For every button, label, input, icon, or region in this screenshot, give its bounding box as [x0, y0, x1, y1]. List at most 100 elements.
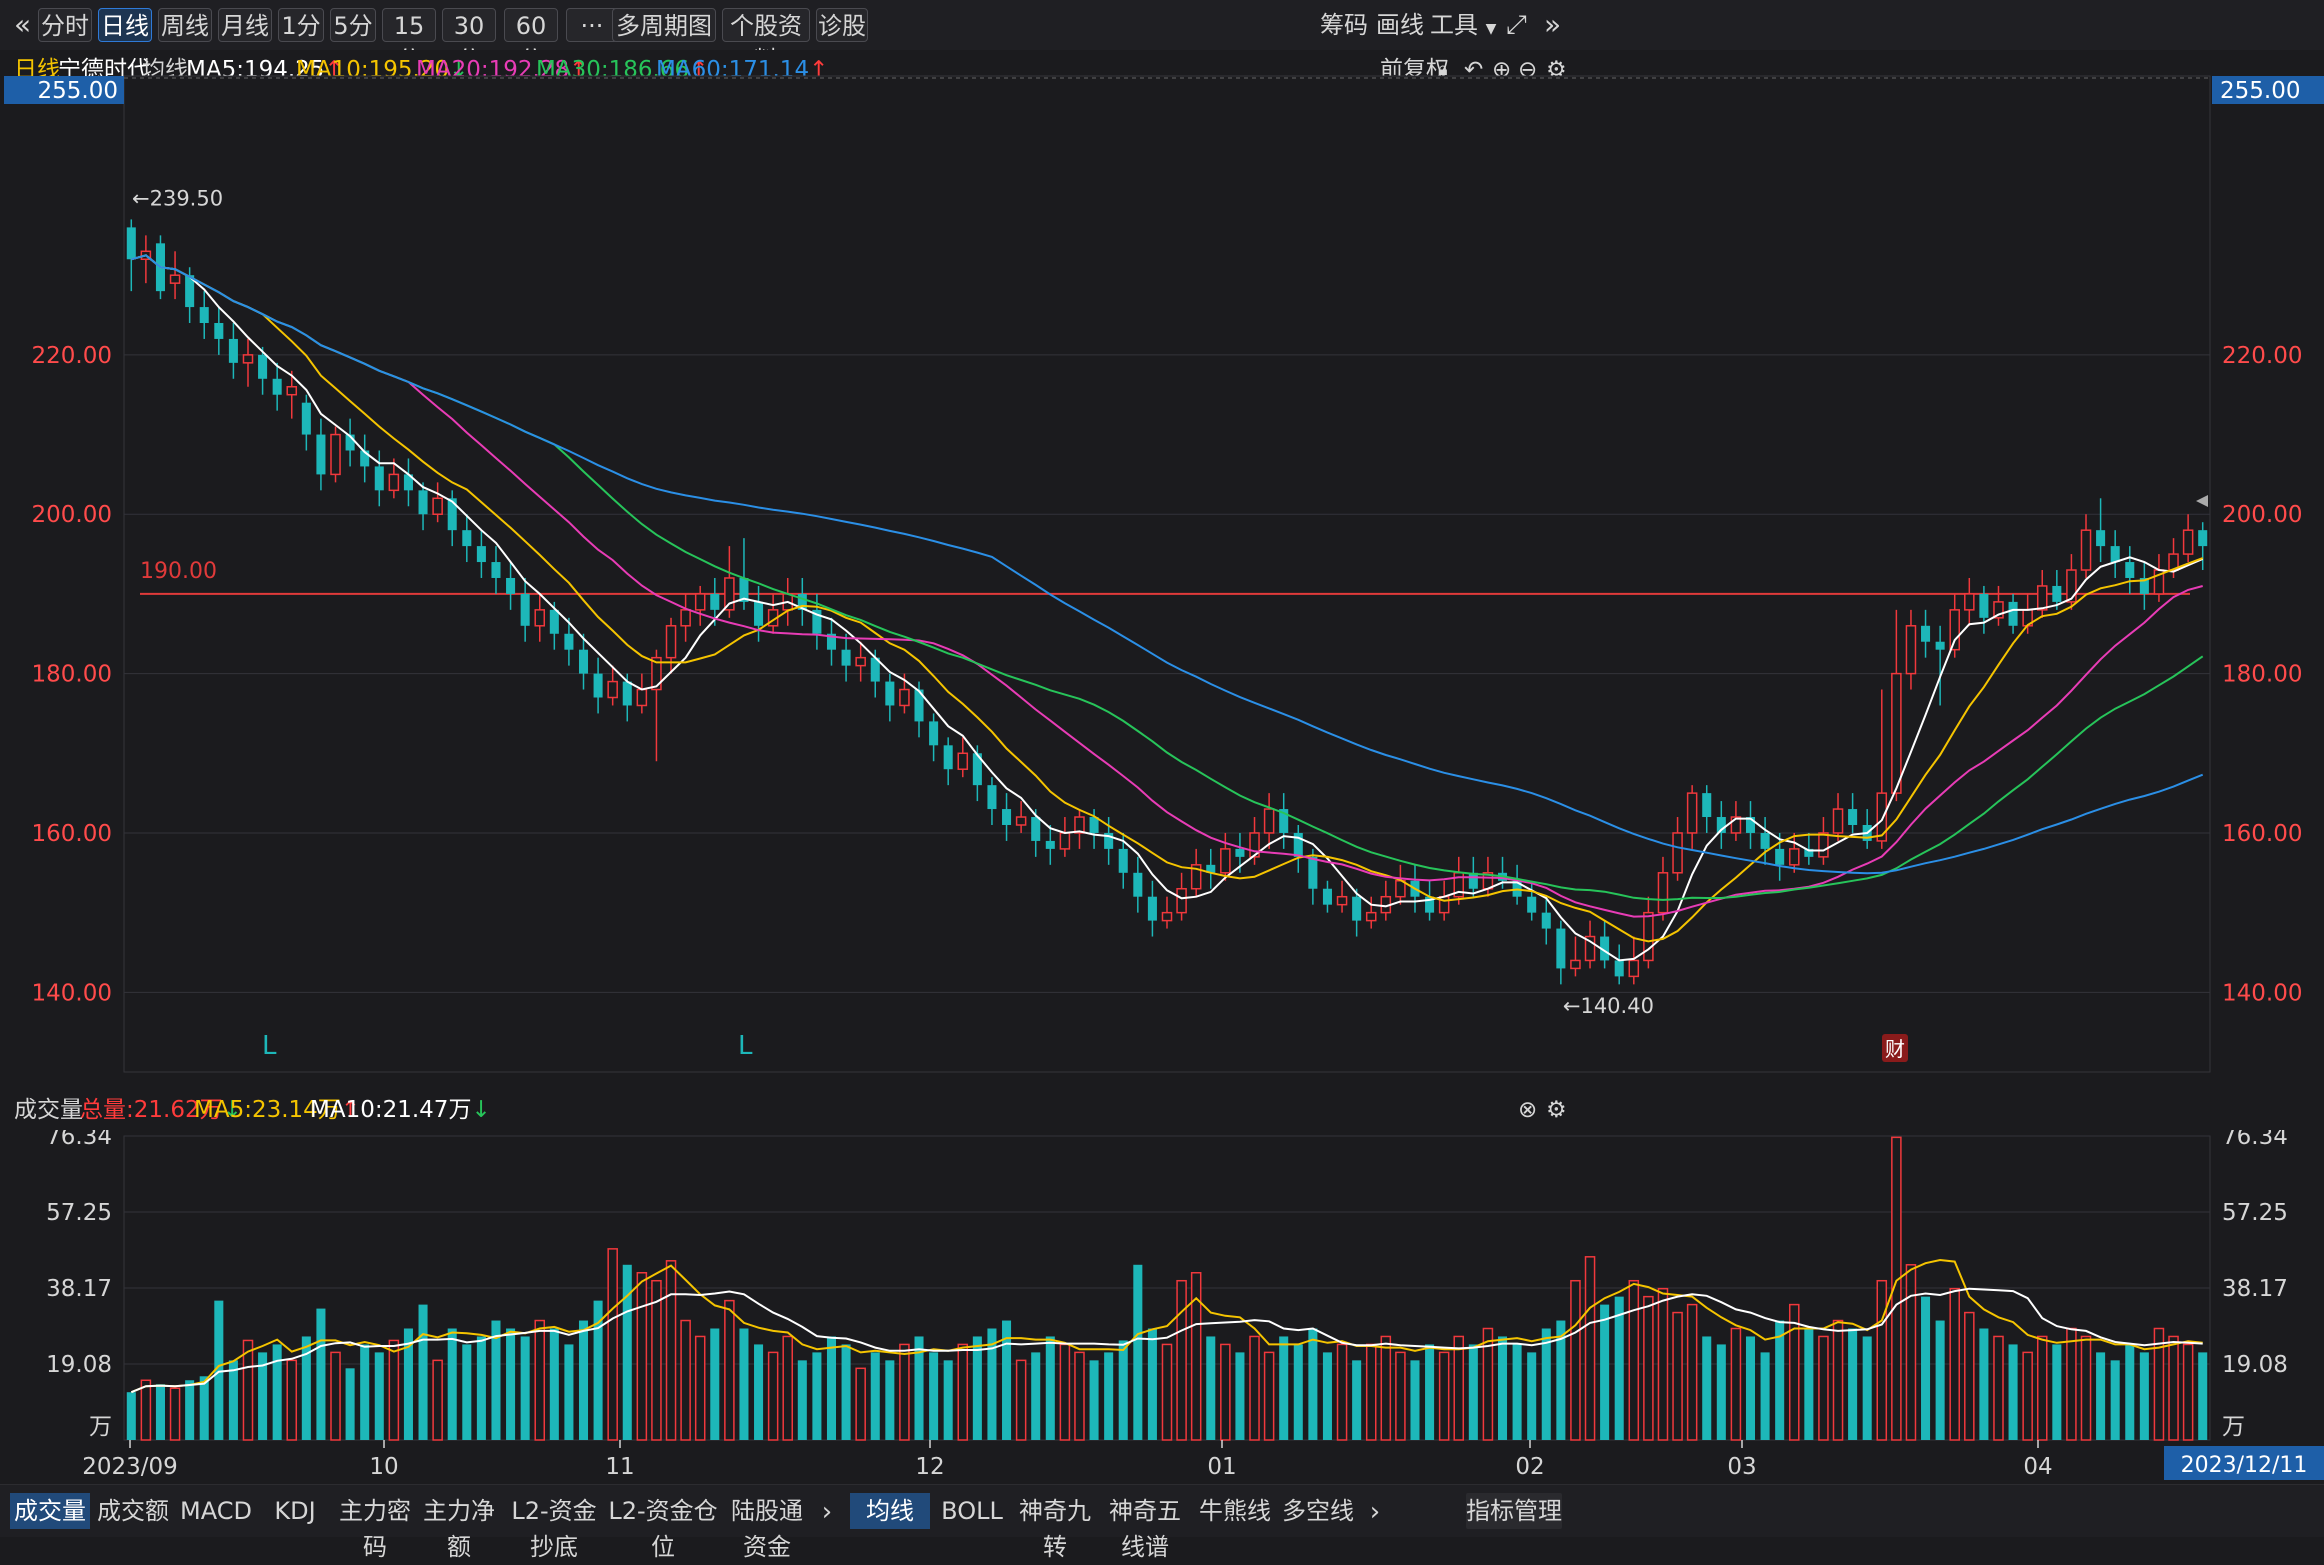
volume-unit-left: 万	[89, 1414, 112, 1440]
period-button-1[interactable]: 日线	[98, 8, 152, 42]
fullscreen-icon[interactable]: ⤢	[1506, 10, 1527, 40]
volume-bar	[1862, 1336, 1872, 1440]
candle-body	[1949, 609, 1960, 651]
candle-body	[724, 577, 735, 611]
indicator-tab-2[interactable]: MACD	[180, 1497, 252, 1525]
diagnose-button[interactable]: 诊股	[816, 8, 868, 42]
more-periods-button[interactable]: ···	[566, 8, 618, 42]
period-button-3[interactable]: 月线	[218, 8, 272, 42]
volume-bar	[680, 1319, 691, 1441]
candle-body	[199, 307, 209, 324]
period-button-6[interactable]: 15分	[382, 8, 436, 74]
candle-body	[622, 681, 632, 706]
candle-body	[2096, 530, 2106, 547]
multi-period-button[interactable]: 多周期图 ⌄	[612, 8, 716, 72]
indicator-manage-button[interactable]: 指标管理	[1466, 1493, 1562, 1529]
volume-bar	[520, 1336, 530, 1440]
candle-body	[286, 386, 298, 396]
overlay-tab-4[interactable]: 牛熊线	[1199, 1497, 1271, 1525]
overlay-tab-3[interactable]: 神奇五线谱	[1109, 1497, 1181, 1561]
candle-body	[1993, 601, 2004, 619]
period-button-5[interactable]: 5分	[330, 8, 376, 42]
indicator-tab-0[interactable]: 成交量	[10, 1493, 90, 1529]
volume-bar	[1905, 1264, 1917, 1441]
period-button-0[interactable]: 分时	[38, 8, 92, 42]
gear-icon[interactable]: ⚙	[1546, 1097, 1567, 1123]
price-chart[interactable]: 220.00 220.00 200.00 200.00 180.00 180.00 160.…	[0, 62, 2324, 1086]
volume-tick-right: 19.08	[2222, 1352, 2288, 1378]
close-icon[interactable]: ⊗	[1518, 1097, 1538, 1123]
volume-bar	[1482, 1327, 1494, 1441]
price-tick-left: 220.00	[32, 343, 112, 369]
indicator-tab-1[interactable]: 成交额	[97, 1497, 169, 1525]
price-tick-right: 200.00	[2222, 502, 2302, 528]
candle-body	[169, 274, 181, 284]
candle-body	[1031, 817, 1041, 841]
volume-bar	[1614, 1296, 1624, 1440]
candle-body	[1905, 625, 1917, 675]
candle-body	[1527, 896, 1537, 913]
volume-bar	[1249, 1335, 1260, 1441]
volume-bar	[2153, 1327, 2165, 1441]
candle-body	[929, 721, 939, 746]
volume-bar	[564, 1344, 574, 1440]
candle-body	[593, 673, 603, 698]
indicator-tab-7[interactable]: L2-资金仓位	[608, 1497, 718, 1561]
candle-body	[2139, 577, 2149, 594]
candle-body	[1570, 959, 1581, 970]
candle-body	[330, 433, 341, 476]
volume-bar	[665, 1260, 677, 1441]
period-button-2[interactable]: 周线	[158, 8, 212, 42]
volume-bar	[199, 1376, 209, 1440]
volume-bar	[185, 1380, 195, 1440]
candle-body	[1322, 888, 1332, 905]
stock-info-button[interactable]: 个股资料	[722, 8, 810, 74]
double-chevron-right-icon[interactable]: »	[1544, 8, 1562, 41]
volume-bar	[724, 1299, 735, 1441]
indicator-tab-6[interactable]: L2-资金抄底	[511, 1497, 597, 1561]
indicator-tab-4[interactable]: 主力密码	[339, 1497, 411, 1561]
volume-bar	[549, 1328, 559, 1440]
candle-body	[2008, 601, 2018, 626]
volume-chart[interactable]: 76.34 76.34 57.25 57.25 38.17 38.17 19.08 19.08…	[0, 1130, 2324, 1484]
volume-bar	[403, 1328, 413, 1440]
ma20-line	[131, 254, 2203, 918]
volume-bar	[972, 1336, 982, 1440]
volume-bar	[622, 1264, 632, 1440]
candle-body	[943, 745, 953, 770]
candle-body	[680, 609, 691, 627]
volume-bar	[360, 1344, 370, 1440]
candle-body	[957, 752, 969, 770]
candle-body	[754, 601, 764, 626]
draw-line-button[interactable]: 画线	[1376, 11, 1424, 39]
candle-body	[812, 609, 822, 634]
volume-bar	[1074, 1351, 1085, 1441]
overlay-tab-1[interactable]: BOLL	[941, 1497, 1003, 1525]
overlay-tab-5[interactable]: 多空线	[1282, 1497, 1354, 1525]
double-chevron-left-icon[interactable]: «	[14, 8, 32, 41]
volume-bar	[694, 1335, 706, 1441]
overlay-tab-2[interactable]: 神奇九转	[1019, 1497, 1091, 1561]
chevron-right-icon[interactable]: ›	[1369, 1497, 1381, 1527]
indicator-tab-8[interactable]: 陆股通资金	[731, 1497, 803, 1561]
period-button-8[interactable]: 60分	[504, 8, 558, 74]
volume-bar	[1425, 1344, 1435, 1440]
period-button-4[interactable]: 1分	[278, 8, 324, 42]
candle-body	[1600, 936, 1610, 961]
candle-body	[1425, 896, 1435, 913]
tools-button[interactable]: 工具 ▼	[1430, 8, 1496, 42]
candle-body	[2052, 585, 2062, 602]
chevron-right-icon[interactable]: ›	[821, 1497, 833, 1527]
chips-button[interactable]: 筹码	[1320, 11, 1368, 39]
volume-bar	[2125, 1344, 2135, 1440]
price-alert-label: 190.00	[140, 559, 217, 584]
volume-bar	[301, 1336, 311, 1440]
indicator-tab-3[interactable]: KDJ	[274, 1497, 316, 1525]
period-button-7[interactable]: 30分	[442, 8, 496, 74]
volume-bar	[1686, 1303, 1698, 1441]
lock-icon[interactable]: 🔒︎	[1438, 59, 1448, 80]
date-label: 03	[1727, 1454, 1756, 1480]
indicator-tab-5[interactable]: 主力净额	[423, 1497, 495, 1561]
volume-bar	[1089, 1360, 1099, 1440]
overlay-tab-0[interactable]: 均线	[850, 1493, 930, 1529]
